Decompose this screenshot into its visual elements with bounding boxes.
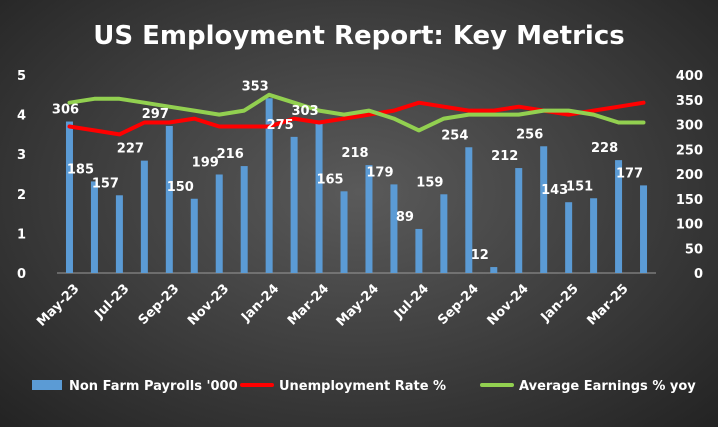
legend-swatch — [32, 380, 62, 390]
legend: Non Farm Payrolls '000 Unemployment Rate … — [32, 379, 696, 394]
bar-data-label: 254 — [441, 128, 468, 143]
bar-data-label: 218 — [341, 146, 368, 161]
legend-label: Unemployment Rate % — [279, 379, 446, 394]
bar — [165, 125, 173, 273]
bar — [390, 184, 398, 273]
legend-label: Non Farm Payrolls '000 — [69, 379, 238, 394]
right-axis-tick-label: 300 — [676, 119, 703, 134]
bar-data-label: 150 — [167, 180, 194, 195]
x-axis-tick-label: Jul-23 — [91, 281, 132, 322]
bar — [590, 198, 598, 273]
left-axis-tick-label: 5 — [17, 69, 26, 84]
left-axis-tick-label: 0 — [17, 267, 26, 282]
bar-data-label: 143 — [541, 183, 568, 198]
bar — [465, 147, 473, 273]
bar-data-label: 212 — [491, 149, 518, 164]
right-axis-tick-label: 0 — [694, 267, 703, 282]
x-axis-tick-label: Mar-24 — [285, 281, 332, 328]
bar-data-label: 353 — [242, 79, 269, 94]
bar — [640, 185, 648, 273]
bar-data-label: 303 — [291, 104, 318, 119]
right-axis-tick-label: 400 — [676, 69, 703, 84]
bar-data-label: 177 — [616, 166, 643, 181]
bar — [265, 98, 273, 273]
bar-data-label: 227 — [117, 142, 144, 157]
left-axis-tick-label: 3 — [17, 148, 26, 163]
bar-data-label: 12 — [471, 248, 489, 263]
bar-data-label: 256 — [516, 127, 543, 142]
right-axis-tick-label: 350 — [676, 94, 703, 109]
chart-title: US Employment Report: Key Metrics — [93, 21, 625, 51]
bar-data-label: 297 — [142, 107, 169, 122]
bar — [315, 123, 323, 273]
right-axis-tick-label: 50 — [685, 242, 703, 257]
left-axis-tick-label: 1 — [17, 227, 26, 242]
bar-data-label: 151 — [566, 179, 593, 194]
bar — [90, 181, 98, 273]
bar — [115, 195, 123, 273]
bar — [490, 267, 498, 273]
x-axis-tick-label: Nov-24 — [485, 281, 532, 328]
line-series — [67, 92, 646, 137]
x-axis-tick-label: Sep-24 — [435, 281, 482, 328]
bar — [240, 166, 248, 273]
bar — [190, 198, 198, 273]
bar-data-label: 228 — [591, 141, 618, 156]
bar — [515, 168, 523, 273]
bar — [565, 202, 573, 273]
bar — [290, 136, 298, 273]
x-axis-tick-label: May-23 — [34, 281, 82, 329]
bar-series — [65, 98, 648, 273]
bar — [440, 194, 448, 273]
x-axis-tick-label: Jan-24 — [238, 281, 282, 325]
left-axis-tick-label: 4 — [17, 109, 26, 124]
x-axis-tick-label: May-24 — [334, 281, 382, 329]
left-axis-tick-label: 2 — [17, 188, 26, 203]
bar-data-label: 216 — [217, 147, 244, 162]
bar-data-label: 165 — [316, 172, 343, 187]
bar — [140, 160, 148, 273]
bar-data-label: 157 — [92, 176, 119, 191]
bar — [365, 165, 373, 273]
bar — [340, 191, 348, 273]
x-axis-tick-label: Jul-24 — [391, 281, 432, 322]
x-axis-tick-label: Jan-25 — [538, 281, 582, 325]
right-axis-tick-label: 250 — [676, 143, 703, 158]
bar-data-label: 306 — [52, 103, 79, 118]
right-axis-tick-label: 100 — [676, 218, 703, 233]
bar-data-label: 199 — [192, 155, 219, 170]
bar-data-label: 185 — [67, 162, 94, 177]
bar — [615, 160, 623, 273]
x-axis-tick-label: Sep-23 — [136, 281, 183, 328]
bar — [415, 228, 423, 273]
bar-data-label: 179 — [366, 165, 393, 180]
right-axis-tick-label: 150 — [676, 193, 703, 208]
bar-data-label: 159 — [416, 175, 443, 190]
bar — [215, 174, 223, 273]
legend-label: Average Earnings % yoy — [519, 379, 696, 394]
x-axis-tick-label: Nov-23 — [185, 281, 232, 328]
bar-data-label: 89 — [396, 210, 414, 225]
series-line — [67, 92, 646, 133]
bar — [540, 146, 548, 273]
bar — [65, 121, 73, 273]
right-axis-tick-label: 200 — [676, 168, 703, 183]
x-axis-tick-label: Mar-25 — [585, 281, 632, 328]
bar-data-label: 275 — [267, 118, 294, 133]
